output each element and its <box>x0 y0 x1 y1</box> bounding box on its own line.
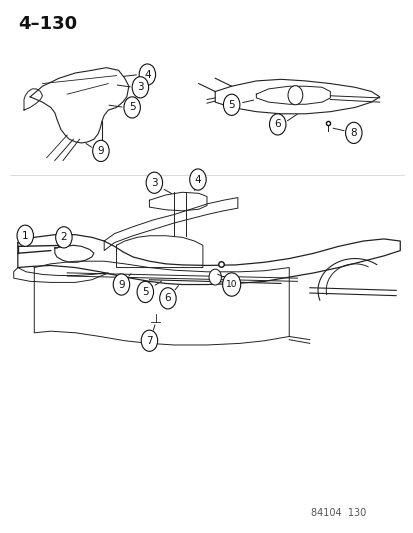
Text: 1: 1 <box>22 231 28 241</box>
Text: 2: 2 <box>60 232 67 243</box>
Text: 5: 5 <box>128 102 135 112</box>
Circle shape <box>137 281 153 303</box>
Circle shape <box>93 140 109 161</box>
Text: 4–130: 4–130 <box>18 14 77 33</box>
Text: 4: 4 <box>144 70 150 79</box>
Circle shape <box>189 169 206 190</box>
Circle shape <box>159 288 176 309</box>
Text: 6: 6 <box>274 119 280 130</box>
Text: 4: 4 <box>194 174 201 184</box>
Text: 84104  130: 84104 130 <box>310 508 366 519</box>
Text: 7: 7 <box>146 336 152 346</box>
Circle shape <box>55 227 72 248</box>
Text: 8: 8 <box>350 128 356 138</box>
Circle shape <box>287 86 302 105</box>
Circle shape <box>139 64 155 85</box>
Text: 9: 9 <box>118 279 124 289</box>
Circle shape <box>146 172 162 193</box>
Circle shape <box>123 97 140 118</box>
Text: 10: 10 <box>225 280 237 289</box>
Text: 9: 9 <box>97 146 104 156</box>
Circle shape <box>345 122 361 143</box>
Circle shape <box>222 273 240 296</box>
Circle shape <box>209 269 221 285</box>
Circle shape <box>141 330 157 351</box>
Circle shape <box>17 225 33 246</box>
Text: 5: 5 <box>228 100 235 110</box>
Circle shape <box>223 94 239 115</box>
Circle shape <box>132 77 148 98</box>
Text: 6: 6 <box>164 293 171 303</box>
Text: 3: 3 <box>151 177 157 188</box>
Circle shape <box>113 274 129 295</box>
Circle shape <box>269 114 285 135</box>
Text: 3: 3 <box>137 82 143 92</box>
Text: 5: 5 <box>142 287 148 297</box>
